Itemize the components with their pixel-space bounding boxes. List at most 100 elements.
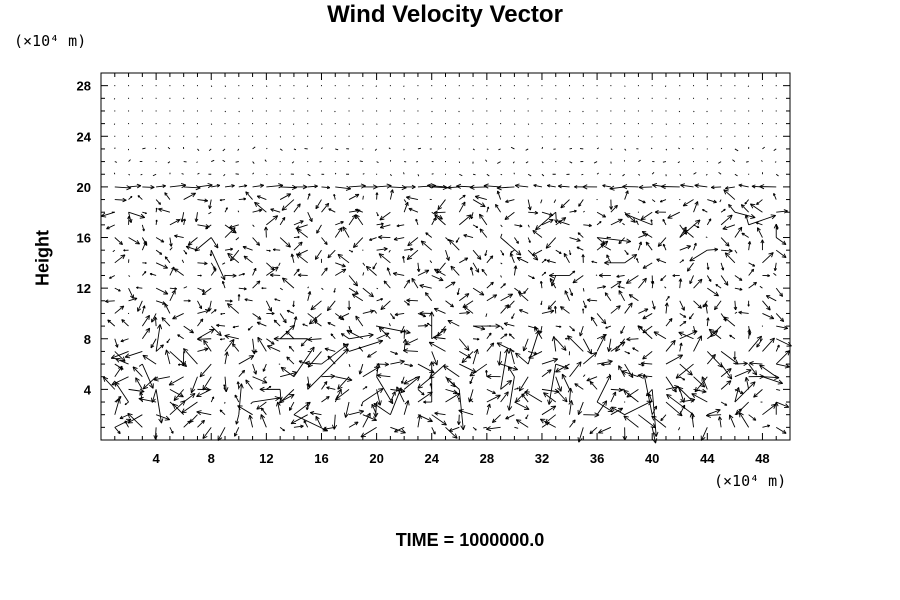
vector-shaft <box>719 199 722 203</box>
wind-vector <box>596 147 600 150</box>
vector-shaft <box>402 256 405 263</box>
vector-shaft <box>735 401 749 415</box>
vector-head <box>632 347 635 351</box>
vector-head <box>245 379 250 383</box>
vector-dot <box>128 135 130 137</box>
vector-shaft <box>680 184 694 188</box>
wind-vector <box>677 386 694 403</box>
wind-vector <box>293 346 315 377</box>
vector-head <box>258 241 261 246</box>
wind-vector <box>458 409 474 416</box>
vector-head <box>609 206 612 210</box>
wind-vector <box>279 426 285 432</box>
wind-vector <box>423 400 432 404</box>
wind-vector <box>653 331 667 340</box>
vector-head <box>576 246 579 250</box>
wind-vector <box>486 255 494 264</box>
wind-vector <box>513 85 515 87</box>
vector-shaft <box>707 287 719 297</box>
vector-shaft <box>679 313 687 318</box>
wind-vector <box>210 262 216 270</box>
vector-shaft <box>762 252 774 264</box>
vector-shaft <box>724 252 736 264</box>
vector-shaft <box>444 136 446 138</box>
wind-vector <box>167 161 171 164</box>
wind-vector <box>512 161 515 164</box>
wind-vector <box>748 363 758 376</box>
wind-vector <box>238 184 248 188</box>
vector-dot <box>693 123 695 125</box>
vector-head <box>307 362 310 368</box>
wind-vector <box>513 265 518 276</box>
vector-dot <box>417 85 419 87</box>
vector-head <box>466 293 470 298</box>
vector-shaft <box>238 287 247 290</box>
wind-vector <box>624 148 627 151</box>
vector-shaft <box>238 110 240 113</box>
vector-shaft <box>719 416 722 428</box>
vector-shaft <box>202 427 212 439</box>
wind-vector <box>354 208 363 213</box>
vector-head <box>312 346 315 353</box>
wind-vector <box>610 391 617 403</box>
wind-vector <box>569 110 571 113</box>
vector-dot <box>624 110 626 112</box>
vector-head <box>623 415 629 418</box>
wind-vector <box>527 330 541 365</box>
vector-head <box>672 275 676 278</box>
vector-head <box>346 348 349 354</box>
vector-head <box>492 420 497 424</box>
vector-dot <box>169 97 171 99</box>
vector-head <box>561 348 567 351</box>
vector-shaft <box>307 348 349 390</box>
wind-vector <box>378 253 391 264</box>
vector-shaft <box>660 275 667 281</box>
wind-vector <box>497 351 503 366</box>
wind-vector <box>403 199 407 203</box>
vector-shaft <box>128 185 142 188</box>
wind-vector <box>197 419 205 428</box>
vector-shaft <box>210 262 216 270</box>
vector-head <box>711 187 715 190</box>
vector-dot <box>541 110 543 112</box>
wind-vector <box>527 110 529 112</box>
vector-dot <box>596 97 598 99</box>
wind-vector <box>734 135 736 137</box>
vector-shaft <box>514 224 523 227</box>
vector-head <box>730 374 733 380</box>
vector-shaft <box>527 330 540 365</box>
vector-shaft <box>273 249 281 251</box>
wind-vector <box>295 224 308 230</box>
wind-vector <box>678 278 683 289</box>
vector-head <box>700 279 703 284</box>
vector-head <box>606 237 609 239</box>
wind-vector <box>348 214 357 226</box>
vector-head <box>287 193 292 198</box>
wind-vector <box>706 85 708 87</box>
vector-shaft <box>326 386 336 390</box>
vector-shaft <box>574 383 584 390</box>
vector-head <box>538 330 541 336</box>
vector-head <box>149 384 154 389</box>
vector-shaft <box>316 224 322 234</box>
vector-dot <box>734 85 736 87</box>
vector-head <box>442 365 447 371</box>
wind-vector <box>706 317 710 327</box>
vector-head <box>504 333 508 335</box>
vector-shaft <box>360 426 377 438</box>
vector-head <box>607 359 613 362</box>
vector-shaft <box>197 148 200 152</box>
vector-head <box>660 186 666 190</box>
vector-head <box>734 356 737 360</box>
vector-shaft <box>528 211 538 214</box>
vector-head <box>689 256 693 262</box>
wind-vector <box>707 199 717 204</box>
vector-shaft <box>307 185 318 188</box>
vector-head <box>630 302 633 308</box>
wind-vector <box>389 85 391 87</box>
wind-vector <box>541 97 543 99</box>
vector-head <box>208 308 212 312</box>
vector-shaft <box>541 405 557 416</box>
vector-shaft <box>149 273 157 276</box>
vector-head <box>244 184 248 186</box>
